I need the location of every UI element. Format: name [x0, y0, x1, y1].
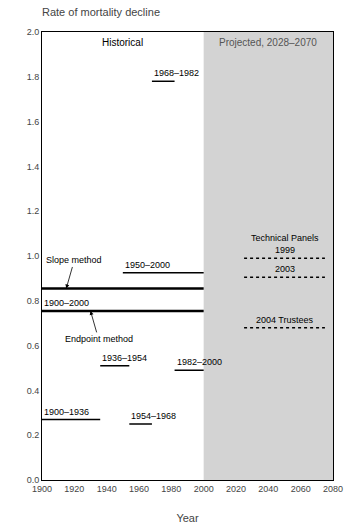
- svg-text:1982–2000: 1982–2000: [177, 357, 222, 367]
- svg-text:1.8: 1.8: [27, 72, 40, 82]
- svg-text:1936–1954: 1936–1954: [102, 353, 147, 363]
- svg-text:2040: 2040: [258, 484, 278, 494]
- svg-text:1.4: 1.4: [27, 162, 40, 172]
- svg-text:Technical Panels: Technical Panels: [251, 233, 319, 243]
- svg-text:Endpoint method: Endpoint method: [65, 334, 133, 344]
- svg-text:2004 Trustees: 2004 Trustees: [256, 315, 314, 325]
- svg-text:2000: 2000: [194, 484, 214, 494]
- svg-text:Projected, 2028–2070: Projected, 2028–2070: [219, 37, 317, 48]
- svg-text:Year: Year: [176, 512, 199, 524]
- svg-text:1980: 1980: [161, 484, 181, 494]
- svg-text:1960: 1960: [129, 484, 149, 494]
- svg-text:Rate of mortality decline: Rate of mortality decline: [42, 6, 160, 18]
- svg-text:0.0: 0.0: [27, 475, 40, 485]
- svg-text:1920: 1920: [64, 484, 84, 494]
- svg-text:0.4: 0.4: [27, 386, 40, 396]
- svg-text:2080: 2080: [323, 484, 343, 494]
- svg-text:0.8: 0.8: [27, 296, 40, 306]
- svg-text:1900–2000: 1900–2000: [44, 298, 89, 308]
- svg-text:Slope method: Slope method: [46, 255, 102, 265]
- svg-text:1940: 1940: [97, 484, 117, 494]
- svg-text:0.6: 0.6: [27, 341, 40, 351]
- svg-text:Historical: Historical: [102, 37, 143, 48]
- svg-text:1954–1968: 1954–1968: [131, 411, 176, 421]
- svg-text:2003: 2003: [275, 264, 295, 274]
- svg-text:1950–2000: 1950–2000: [125, 260, 170, 270]
- svg-text:2020: 2020: [226, 484, 246, 494]
- svg-text:0.2: 0.2: [27, 430, 40, 440]
- svg-text:1900: 1900: [32, 484, 52, 494]
- svg-text:1968–1982: 1968–1982: [154, 68, 199, 78]
- svg-text:1.2: 1.2: [27, 206, 40, 216]
- svg-text:1999: 1999: [275, 245, 295, 255]
- svg-text:2.0: 2.0: [27, 27, 40, 37]
- svg-text:1.0: 1.0: [27, 251, 40, 261]
- svg-text:1900–1936: 1900–1936: [44, 407, 89, 417]
- svg-text:1.6: 1.6: [27, 117, 40, 127]
- svg-text:2060: 2060: [291, 484, 311, 494]
